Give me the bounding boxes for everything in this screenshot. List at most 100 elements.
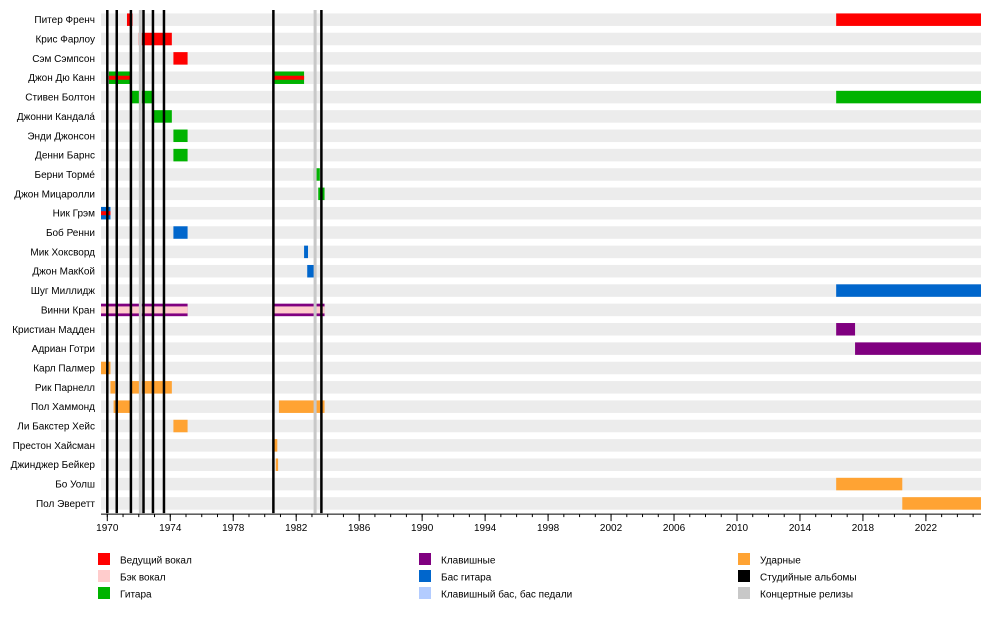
member-name-label: Джон Мицаролли bbox=[14, 189, 95, 200]
member-name-label: Пол Хаммонд bbox=[31, 402, 95, 413]
member-name-label: Джон Дю Канн bbox=[28, 73, 95, 84]
legend-swatch-live_releases bbox=[738, 587, 750, 599]
legend-swatch-drums bbox=[738, 553, 750, 565]
x-axis-tick-label: 1970 bbox=[96, 523, 119, 534]
row-band bbox=[101, 381, 981, 394]
member-name-label: Энди Джонсон bbox=[27, 131, 95, 142]
row-band bbox=[101, 303, 981, 317]
legend-swatch-keyboard_bass bbox=[419, 587, 431, 599]
legend-swatch-bass bbox=[419, 570, 431, 582]
member-name-label: Джонни Кандалá bbox=[17, 112, 96, 123]
member-bar-bass bbox=[173, 226, 188, 239]
member-bar-drums bbox=[275, 458, 279, 471]
release-lines bbox=[106, 10, 323, 514]
member-bar-drums bbox=[836, 477, 903, 491]
member-labels: Питер Френч Крис Фарлоу Сэм Сэмпсон Джон Дю… bbox=[11, 15, 96, 510]
x-axis-tick-label: 1986 bbox=[348, 523, 371, 534]
row-band bbox=[101, 32, 981, 46]
member-name-label: Стивен Болтон bbox=[25, 93, 95, 104]
row-band bbox=[101, 206, 981, 220]
x-axis-tick-label: 1974 bbox=[159, 523, 182, 534]
legend-label: Ударные bbox=[760, 556, 801, 567]
member-name-label: Джинджер Бейкер bbox=[11, 460, 96, 471]
legend: Ведущий вокал Бэк вокал Гитара Клавишные Бас… bbox=[98, 553, 857, 601]
member-name-label: Крис Фарлоу bbox=[35, 35, 95, 46]
member-bar-guitar bbox=[313, 168, 320, 181]
row-band bbox=[101, 439, 981, 452]
x-axis-tick-label: 2018 bbox=[852, 523, 875, 534]
member-bar-lead_vocals bbox=[173, 52, 188, 65]
member-bar-guitar bbox=[130, 90, 153, 104]
row-band bbox=[101, 187, 981, 201]
member-bar-drums bbox=[272, 439, 278, 452]
member-bar-inner-lead_vocals bbox=[272, 75, 305, 80]
legend-label: Бэк вокал bbox=[120, 573, 166, 584]
legend-label: Студийные альбомы bbox=[760, 572, 857, 584]
member-bar-guitar bbox=[152, 110, 172, 123]
member-name-label: Джон МакКой bbox=[32, 267, 95, 278]
member-name-label: Адриан Готри bbox=[32, 344, 95, 355]
row-band bbox=[101, 400, 981, 413]
row-bands bbox=[101, 13, 981, 510]
member-name-label: Престон Хайсман bbox=[13, 441, 95, 452]
member-bar-guitar bbox=[836, 90, 981, 104]
member-name-label: Ли Бакстер Хейс bbox=[17, 422, 95, 433]
x-axis: 1970 1974 1978 1982 1986 1990 1994 1998 2002 2006… bbox=[96, 513, 981, 534]
x-axis-tick-label: 1978 bbox=[222, 523, 245, 534]
member-bar-drums bbox=[902, 497, 981, 510]
legend-label: Бас гитара bbox=[441, 573, 492, 584]
legend-label: Гитара bbox=[120, 590, 152, 601]
row-band bbox=[101, 148, 981, 162]
member-bar-inner-lead_vocals bbox=[108, 75, 131, 80]
member-name-label: Кристиан Мадден bbox=[12, 325, 95, 336]
x-axis-tick-label: 1998 bbox=[537, 523, 560, 534]
row-band bbox=[101, 226, 981, 239]
row-band bbox=[101, 168, 981, 181]
member-name-label: Бо Уолш bbox=[55, 480, 95, 491]
member-name-label: Денни Барнс bbox=[35, 151, 95, 162]
row-band bbox=[101, 342, 981, 355]
legend-label: Клавишные bbox=[441, 556, 496, 567]
member-name-label: Берни Тормé bbox=[35, 170, 96, 181]
legend-label: Концертные релизы bbox=[760, 590, 853, 601]
member-bar-keyboards bbox=[855, 342, 981, 355]
member-name-label: Пол Эверетт bbox=[36, 499, 95, 510]
x-axis-tick-label: 2014 bbox=[789, 523, 812, 534]
member-name-label: Мик Хоксворд bbox=[30, 247, 95, 258]
member-bar-lead_vocals bbox=[836, 13, 981, 26]
row-band bbox=[101, 52, 981, 65]
row-band bbox=[101, 264, 981, 278]
row-band bbox=[101, 419, 981, 433]
member-bars bbox=[101, 13, 981, 510]
x-axis-tick-label: 1990 bbox=[411, 523, 434, 534]
legend-swatch-lead_vocals bbox=[98, 553, 110, 565]
x-axis-tick-label: 2002 bbox=[600, 523, 623, 534]
member-bar-keyboards bbox=[836, 323, 856, 336]
member-name-label: Рик Парнелл bbox=[35, 383, 95, 394]
legend-swatch-keyboards bbox=[419, 553, 431, 565]
row-band bbox=[101, 458, 981, 471]
member-name-label: Винни Кран bbox=[41, 305, 95, 316]
member-bar-bass bbox=[836, 284, 981, 297]
row-band bbox=[101, 71, 981, 84]
member-bar-guitar bbox=[173, 129, 188, 143]
legend-label: Ведущий вокал bbox=[120, 556, 192, 567]
row-band bbox=[101, 245, 981, 259]
row-band bbox=[101, 129, 981, 143]
member-bar-drums bbox=[110, 381, 116, 394]
x-axis-tick-label: 2006 bbox=[663, 523, 686, 534]
row-band bbox=[101, 110, 981, 123]
member-bar-inner-backing_vocals bbox=[272, 306, 325, 314]
member-name-label: Боб Ренни bbox=[46, 227, 95, 239]
member-bar-inner-lead_vocals bbox=[101, 211, 111, 216]
member-bar-drums bbox=[173, 419, 188, 433]
x-axis-tick-label: 1994 bbox=[474, 523, 497, 534]
row-band bbox=[101, 497, 981, 510]
x-axis-tick-label: 2022 bbox=[915, 523, 938, 534]
legend-label: Клавишный бас, бас педали bbox=[441, 589, 572, 601]
member-bar-drums bbox=[101, 361, 111, 375]
legend-swatch-studio_albums bbox=[738, 570, 750, 582]
x-axis-tick-label: 2010 bbox=[726, 523, 749, 534]
member-bar-drums bbox=[278, 400, 325, 413]
member-name-label: Ник Грэм bbox=[53, 209, 95, 220]
